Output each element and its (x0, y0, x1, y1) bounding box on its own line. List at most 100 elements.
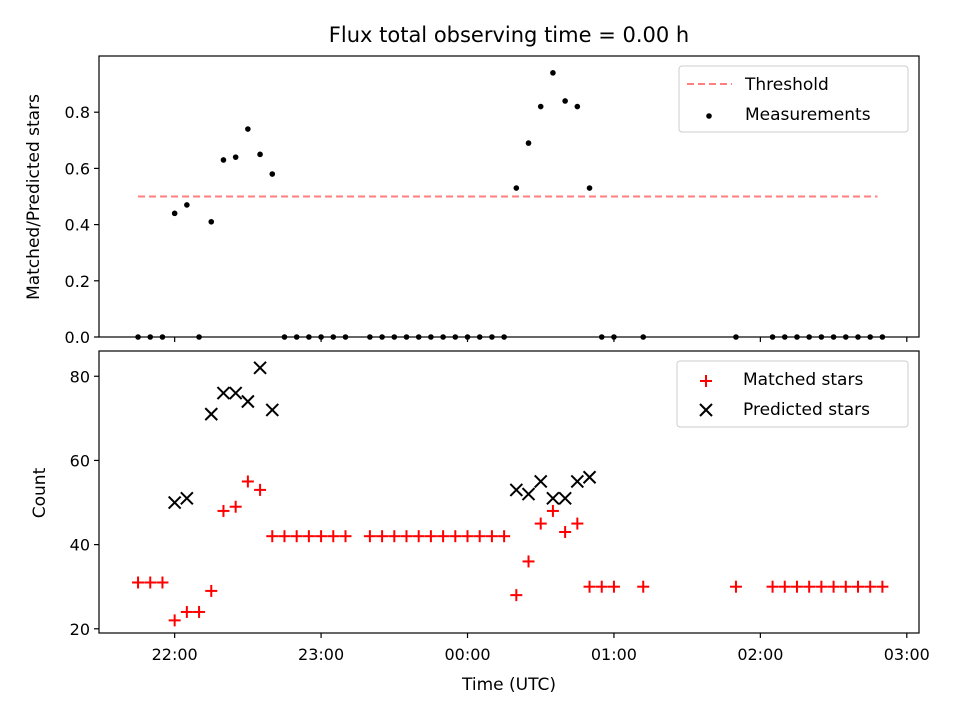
matched-star-point (827, 580, 840, 593)
matched-star-point (290, 530, 303, 543)
measurement-point (525, 140, 532, 146)
matched-star-point (315, 530, 328, 543)
matched-star-point (376, 530, 389, 543)
matched-star-point (412, 530, 425, 543)
predicted-star-point (228, 386, 243, 400)
measurement-point (562, 98, 568, 104)
predicted-star-point (265, 403, 279, 417)
matched-star-point (217, 504, 230, 517)
bottom-y-tick-label: 60 (70, 451, 90, 470)
bottom-y-tick-label: 80 (70, 367, 90, 386)
bottom-y-axis-label: Count (30, 467, 50, 518)
matched-star-point (278, 530, 291, 543)
measurement-point (245, 126, 251, 132)
top-y-tick-label: 0.4 (65, 216, 90, 235)
measurement-point (171, 210, 178, 217)
matched-star-point (815, 580, 828, 593)
predicted-star-point (570, 474, 585, 489)
matched-star-point (473, 530, 486, 543)
matched-star-point (876, 580, 889, 593)
legend-threshold-label: Threshold (744, 75, 829, 95)
top-axes-frame (98, 55, 920, 338)
predicted-star-point (216, 386, 231, 400)
chart-title: Flux total observing time = 0.00 h (329, 23, 689, 47)
top-y-tick-label: 0.0 (65, 328, 90, 347)
x-axis-label: Time (UTC) (461, 675, 556, 695)
predicted-star-point (509, 483, 524, 497)
legend-predicted-label: Predicted stars (743, 400, 870, 420)
measurement-point (513, 185, 520, 191)
matched-star-point (339, 530, 352, 543)
matched-star-point (595, 580, 608, 593)
legend-matched-swatch (700, 375, 712, 387)
x-tick-label: 23:00 (298, 645, 344, 664)
top-y-tick-label: 0.2 (65, 272, 90, 291)
predicted-star-point (558, 491, 572, 506)
predicted-star-point (534, 474, 548, 489)
matched-star-point (400, 530, 413, 543)
matched-star-point (851, 580, 864, 593)
matched-star-point (461, 530, 474, 543)
measurement-point (586, 185, 593, 191)
predicted-star-point (167, 495, 182, 510)
measurement-point (550, 70, 556, 76)
top-legend: Threshold Measurements (678, 65, 909, 133)
top-y-axis-label: Matched/Predicted stars (24, 94, 44, 300)
matched-star-point (498, 530, 511, 543)
matched-star-point (510, 589, 523, 602)
matched-star-point (864, 580, 877, 593)
legend-predicted-swatch (699, 403, 713, 417)
matched-star-point (449, 530, 462, 543)
top-y-ticks: 0.0 0.2 0.4 0.6 0.8 (65, 103, 99, 347)
matched-star-point (583, 580, 596, 593)
bottom-plot-area (132, 361, 889, 627)
top-y-tick-label: 0.6 (65, 159, 90, 178)
predicted-star-point (253, 361, 267, 375)
predicted-star-point (582, 470, 597, 484)
predicted-star-point (521, 487, 536, 501)
predicted-star-point (241, 394, 255, 409)
matched-star-point (607, 580, 620, 593)
x-tick-label: 03:00 (884, 645, 930, 664)
measurement-point (232, 154, 239, 160)
x-tick-label: 01:00 (591, 645, 637, 664)
matched-star-point (266, 530, 279, 543)
matched-star-point (729, 580, 742, 593)
matched-star-point (254, 483, 267, 496)
bottom-y-ticks: 20 40 60 80 (70, 367, 99, 639)
bottom-legend: Matched stars Predicted stars (676, 360, 909, 428)
x-tick-label: 22:00 (152, 645, 198, 664)
top-y-tick-label: 0.8 (65, 103, 90, 122)
matched-star-point (193, 605, 206, 618)
matched-star-point (766, 580, 779, 593)
bottom-x-ticks: 22:00 23:00 00:00 01:00 02:00 03:00 (152, 633, 930, 664)
predicted-star-point (546, 491, 560, 506)
legend-measurements-swatch (706, 113, 712, 119)
matched-star-point (229, 500, 242, 513)
matched-star-point (388, 530, 401, 543)
predicted-star-point (180, 491, 194, 506)
matched-star-point (241, 475, 254, 488)
bottom-axes-frame (98, 350, 920, 634)
matched-star-point (637, 580, 650, 593)
matched-star-point (485, 530, 498, 543)
measurement-point (220, 157, 227, 163)
matched-star-point (302, 530, 315, 543)
bottom-y-tick-label: 20 (70, 620, 90, 639)
legend-matched-label: Matched stars (743, 370, 863, 390)
matched-star-point (778, 580, 791, 593)
matched-star-point (144, 576, 157, 589)
measurement-point (537, 103, 544, 110)
matched-star-point (522, 555, 535, 568)
matched-star-point (571, 517, 584, 530)
matched-star-point (839, 580, 852, 593)
legend-measurements-label: Measurements (745, 105, 871, 125)
matched-star-point (559, 525, 572, 538)
matched-star-point (168, 614, 181, 627)
matched-star-point (803, 580, 816, 593)
measurement-point (257, 151, 263, 158)
matched-star-point (180, 605, 193, 618)
matched-star-point (327, 530, 340, 543)
matched-star-point (546, 504, 559, 517)
